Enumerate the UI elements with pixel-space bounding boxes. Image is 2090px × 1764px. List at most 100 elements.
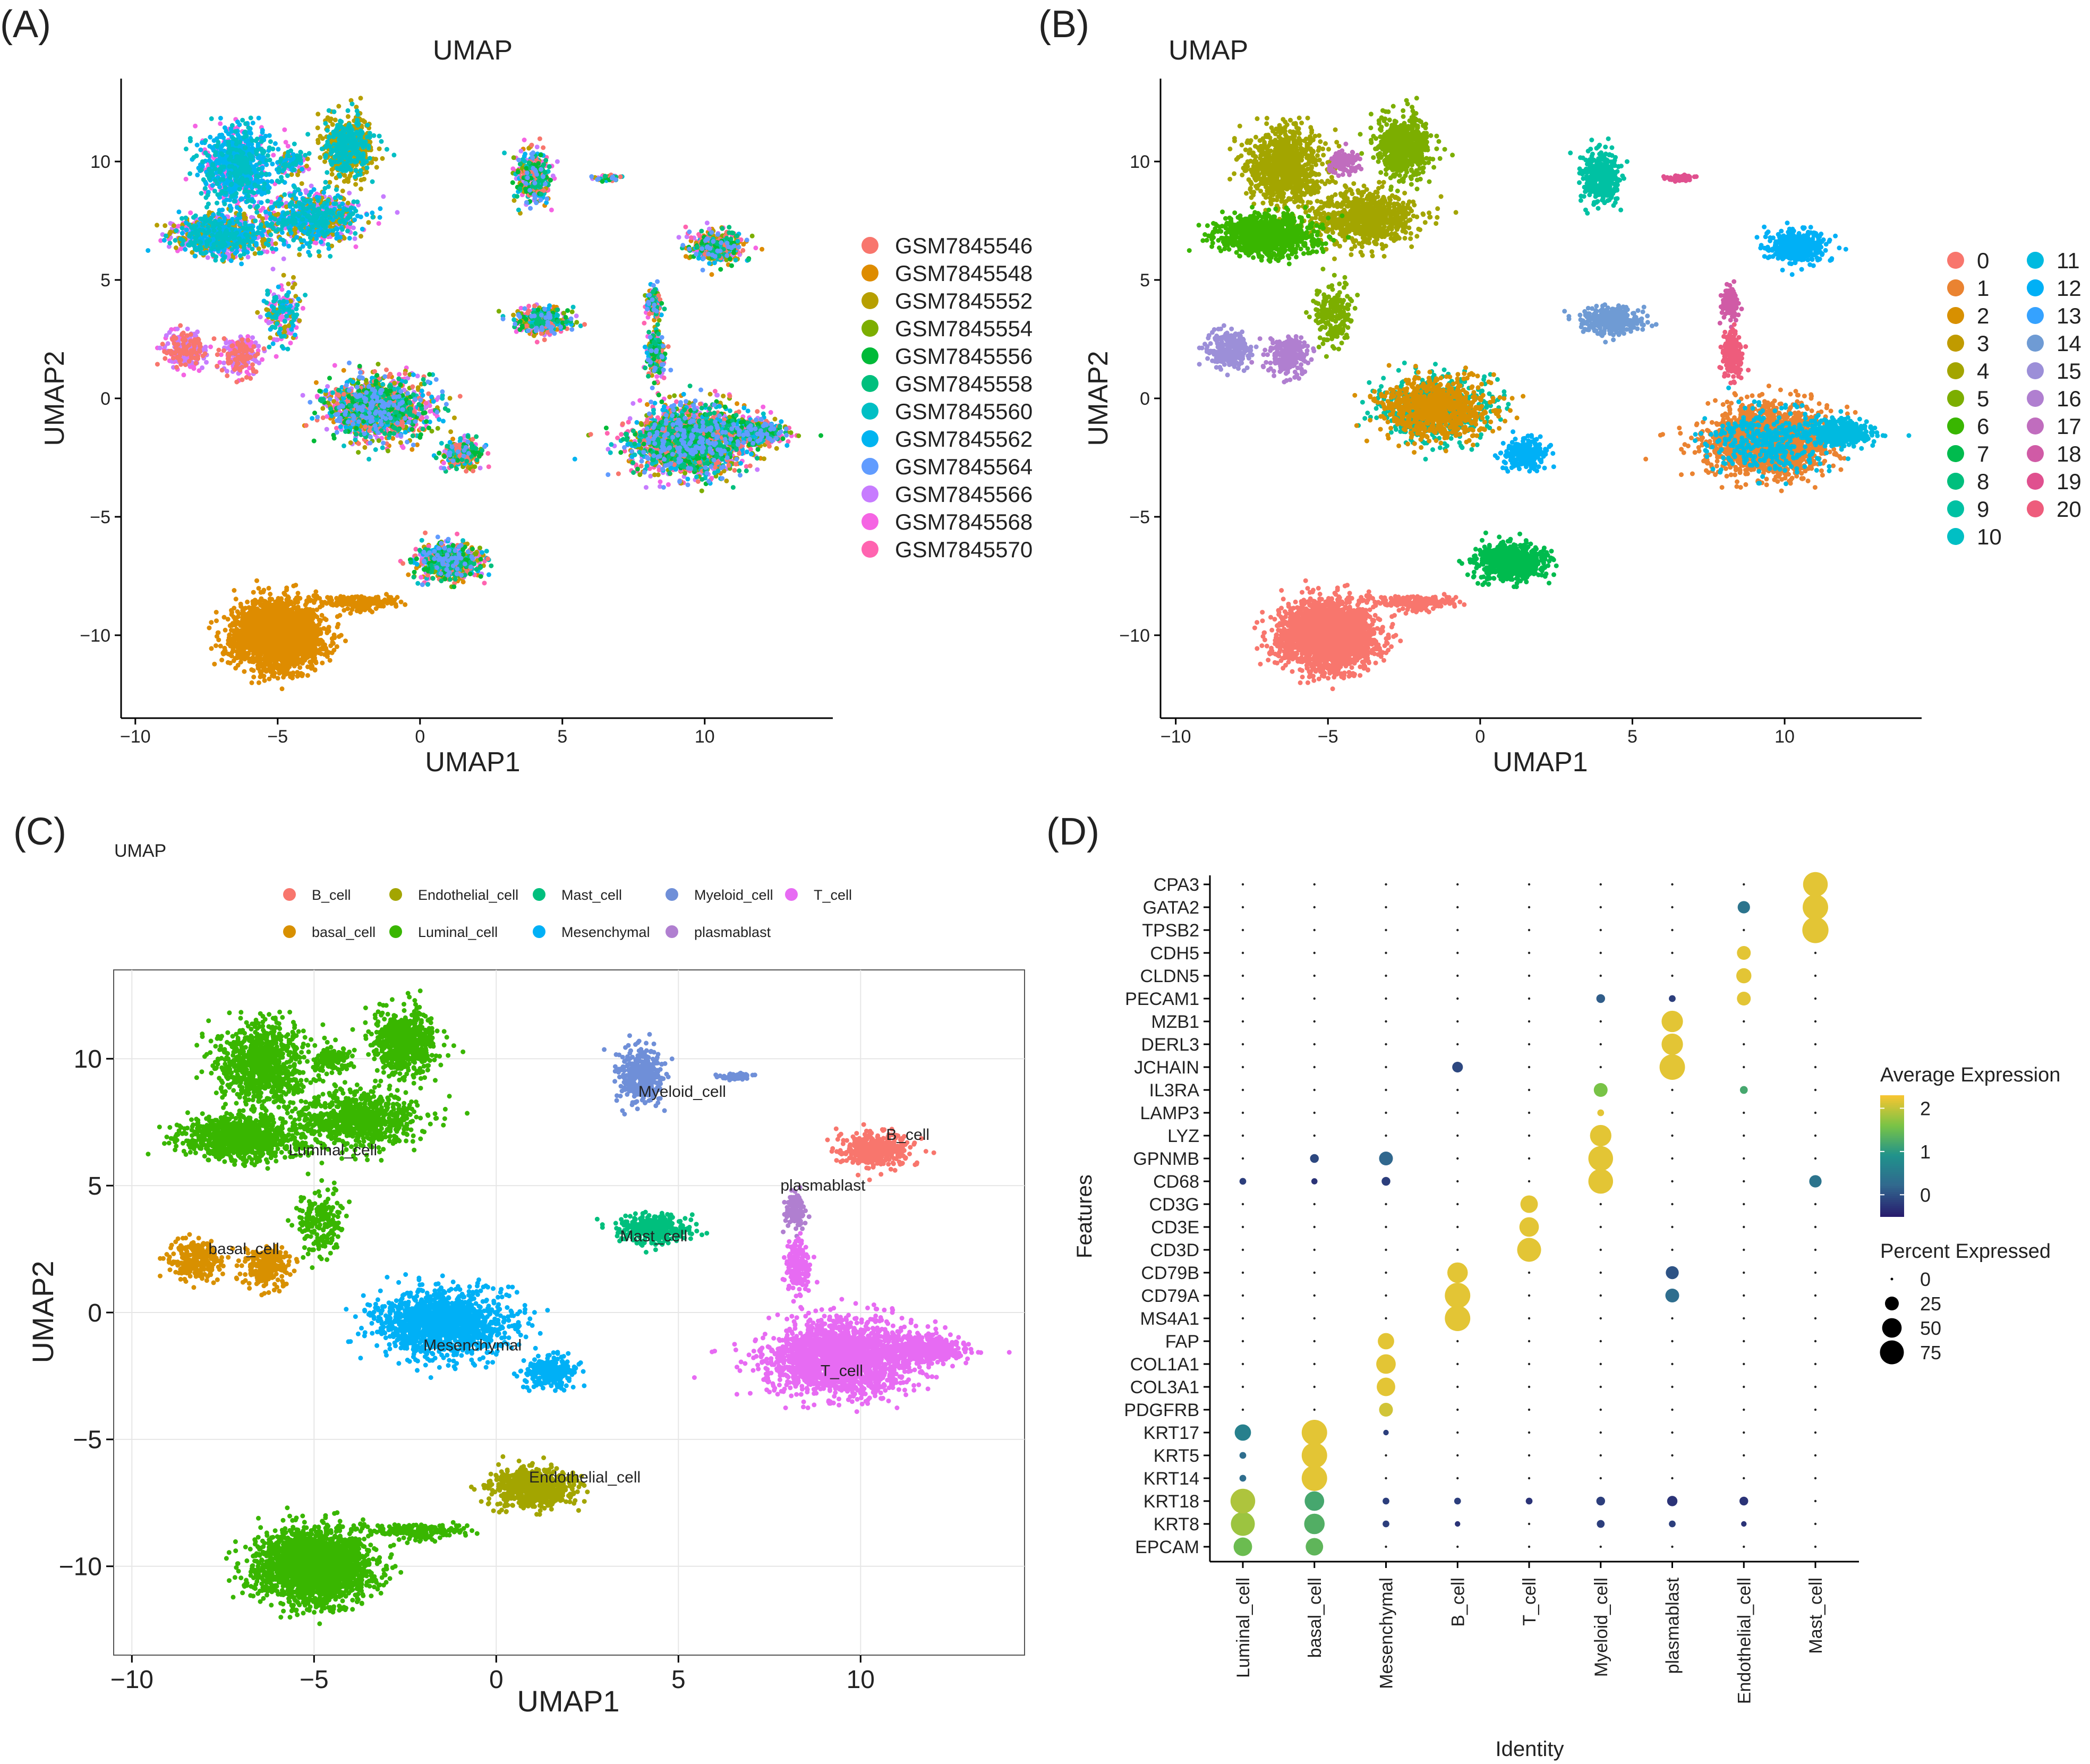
dot [1301, 1443, 1327, 1468]
panel-a-ylabel: UMAP2 [39, 351, 70, 446]
dot-empty [1814, 1043, 1817, 1046]
dot [1447, 1262, 1468, 1283]
dot-empty [1313, 928, 1316, 932]
feature-label: EPCAM [1135, 1537, 1199, 1557]
color-legend-bin [1880, 1144, 1904, 1146]
panel-a-title: UMAP [433, 35, 513, 66]
size-legend-dot [1882, 1318, 1902, 1338]
x-tick-label: −10 [120, 727, 151, 747]
dot-empty [1528, 906, 1531, 909]
legend-label: GSM7845570 [895, 537, 1033, 562]
identity-label: Mesenchymal [1377, 1578, 1397, 1689]
feature-label: CPA3 [1154, 875, 1199, 895]
dot [1520, 1195, 1538, 1213]
feature-label: CDH5 [1150, 943, 1199, 964]
color-legend-bin [1880, 1172, 1904, 1175]
size-legend-label: 0 [1920, 1268, 1931, 1290]
dot-empty [1528, 1522, 1531, 1526]
dot-empty [1528, 1454, 1531, 1457]
dot-empty [1528, 1088, 1531, 1092]
dot [1381, 1177, 1391, 1186]
color-legend-bin [1880, 1178, 1904, 1181]
panel-a-xlabel: UMAP1 [425, 747, 520, 778]
color-legend-bin [1880, 1126, 1904, 1128]
color-legend-bin [1880, 1214, 1904, 1217]
dot-empty [1241, 1340, 1244, 1343]
dot-empty [1456, 1362, 1459, 1366]
dot [1445, 1306, 1471, 1331]
dot-empty [1456, 1111, 1459, 1114]
legend-swatch [2027, 445, 2044, 462]
dot-empty [1743, 1111, 1745, 1114]
legend-label: B_cell [312, 887, 351, 903]
dot [1737, 901, 1750, 914]
dot [1230, 1488, 1256, 1514]
dot-empty [1385, 1271, 1387, 1274]
dot-empty [1528, 1294, 1531, 1297]
legend-label: GSM7845568 [895, 509, 1033, 534]
dot-empty [1528, 1545, 1531, 1548]
dot-empty [1241, 1271, 1244, 1274]
point-cloud [602, 1032, 757, 1117]
dot [1310, 1154, 1319, 1163]
legend-label: 5 [1977, 386, 1989, 411]
dot-empty [1743, 1180, 1745, 1183]
legend-label: 0 [1977, 248, 1989, 273]
feature-label: PECAM1 [1125, 989, 1199, 1009]
legend-label: 4 [1977, 359, 1989, 384]
dot [1379, 1152, 1393, 1165]
color-legend-bin [1880, 1149, 1904, 1153]
dot-empty [1814, 997, 1817, 1000]
dot-empty [1313, 1340, 1316, 1343]
x-tick-label: −10 [1161, 727, 1191, 747]
dot-empty [1599, 883, 1602, 886]
color-legend-label: 0 [1920, 1184, 1931, 1206]
legend-label: GSM7845562 [895, 427, 1033, 451]
color-legend-bin [1880, 1190, 1904, 1193]
color-legend-bin [1880, 1154, 1904, 1156]
color-legend-bin [1880, 1202, 1904, 1205]
feature-label: COL1A1 [1130, 1354, 1199, 1375]
dot-empty [1671, 928, 1674, 932]
color-legend-label: 1 [1920, 1141, 1931, 1163]
color-legend-bin [1880, 1097, 1904, 1100]
panel-c-legend: B_cell Endothelial_cell Mast_cell Myeloid_c… [283, 887, 852, 940]
dot-empty [1241, 1248, 1244, 1251]
feature-label: COL3A1 [1130, 1377, 1199, 1397]
legend-label: Mesenchymal [561, 924, 650, 940]
legend-label: 7 [1977, 441, 1989, 466]
feature-label: LAMP3 [1140, 1103, 1200, 1123]
dot-empty [1241, 1043, 1244, 1046]
dot [1596, 994, 1605, 1003]
feature-label: TPSB2 [1142, 921, 1199, 941]
dot-empty [1814, 1157, 1817, 1160]
dot-empty [1671, 1385, 1674, 1388]
dot-empty [1385, 1134, 1387, 1137]
legend-label: plasmablast [694, 924, 771, 940]
dot-empty [1456, 1454, 1459, 1457]
dot [1669, 995, 1676, 1002]
legend-swatch [1947, 528, 1964, 545]
color-legend-bin [1880, 1105, 1904, 1108]
legend-swatch [2027, 279, 2044, 296]
dot-empty [1671, 1134, 1674, 1137]
dot-empty [1313, 1248, 1316, 1251]
dot-empty [1313, 1317, 1316, 1320]
dot-empty [1313, 1134, 1316, 1137]
feature-label: CD68 [1153, 1172, 1199, 1192]
color-legend-bin [1880, 1147, 1904, 1151]
dot-empty [1385, 1111, 1387, 1114]
legend-swatch [861, 541, 878, 558]
dot [1383, 1429, 1389, 1436]
y-tick-label: −5 [90, 507, 110, 527]
legend-swatch [2027, 390, 2044, 407]
dot-empty [1671, 1431, 1674, 1434]
dot-empty [1528, 1043, 1531, 1046]
legend-label: Myeloid_cell [694, 887, 773, 903]
feature-label: KRT5 [1154, 1446, 1199, 1466]
dot-empty [1743, 1248, 1745, 1251]
point-cloud [318, 153, 788, 584]
x-tick-label: 0 [489, 1666, 504, 1694]
legend-swatch [666, 925, 678, 938]
dot-empty [1385, 1248, 1387, 1251]
